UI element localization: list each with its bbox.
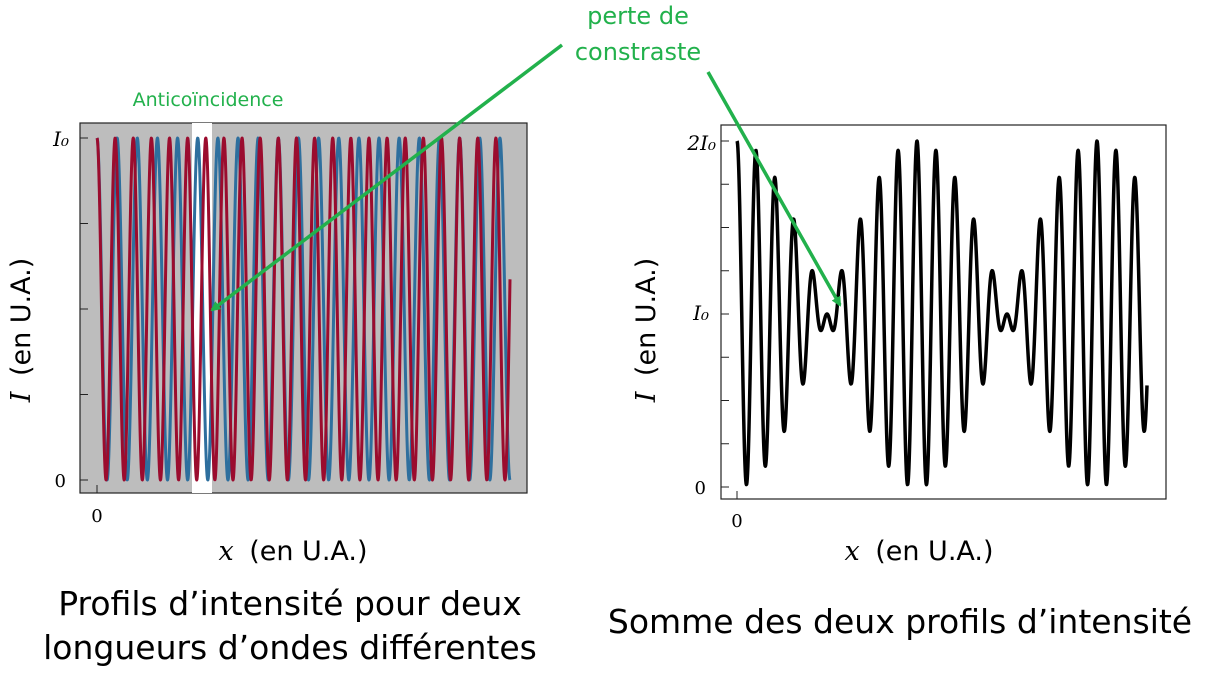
left-ticks-group: [80, 137, 98, 493]
contrast-loss-annotation: perte de constraste: [210, 2, 842, 312]
contrast-loss-label-line1: perte de: [587, 2, 689, 30]
contrast-loss-arrow-right: [706, 71, 842, 307]
right-chart: 0 I₀ 2I₀ 0 x (en U.A.) I (en U.A.): [631, 124, 1167, 567]
right-xtick-0: 0: [731, 511, 742, 532]
left-xtick-0: 0: [91, 506, 102, 527]
right-y-axis-unit: (en U.A.): [631, 258, 662, 376]
right-y-axis-var: I: [631, 390, 662, 403]
right-ytick-2i0: 2I₀: [686, 131, 716, 155]
right-ytick-0: 0: [695, 478, 706, 499]
left-caption: Profils d’intensité pour deux longueurs …: [10, 582, 570, 670]
left-y-axis-label: I (en U.A.): [6, 258, 37, 403]
left-chart: 0 I₀ 0 x (en U.A.) I (en U.A.) Anticoïnc…: [6, 89, 528, 567]
right-ytick-i0: I₀: [692, 301, 709, 325]
left-ytick-i0: I₀: [52, 127, 69, 151]
left-ytick-0: 0: [55, 471, 66, 492]
left-series-group: [95, 136, 512, 482]
right-x-axis-label: x (en U.A.): [844, 536, 993, 567]
left-y-axis-var: I: [6, 390, 37, 403]
right-x-axis-var: x: [844, 536, 859, 567]
contrast-loss-label-line2: constraste: [575, 38, 701, 66]
left-y-axis-unit: (en U.A.): [6, 258, 37, 376]
left-x-axis-var: x: [218, 536, 233, 567]
right-x-axis-unit: (en U.A.): [875, 536, 993, 567]
left-x-axis-label: x (en U.A.): [218, 536, 367, 567]
right-series-line: [735, 139, 1149, 487]
right-caption: Somme des deux profils d’intensité: [590, 600, 1210, 644]
right-series-group: [735, 139, 1149, 487]
right-ticks-group: [721, 140, 738, 499]
right-y-axis-label: I (en U.A.): [631, 258, 662, 403]
left-caption-line2: longueurs d’ondes différentes: [43, 628, 537, 667]
anticoincidence-label: Anticoïncidence: [133, 89, 284, 111]
left-caption-line1: Profils d’intensité pour deux: [58, 584, 522, 623]
left-x-axis-unit: (en U.A.): [249, 536, 367, 567]
left-series-line-2: [95, 136, 512, 482]
contrast-loss-arrow-left: [210, 43, 564, 312]
right-caption-line: Somme des deux profils d’intensité: [607, 602, 1193, 641]
